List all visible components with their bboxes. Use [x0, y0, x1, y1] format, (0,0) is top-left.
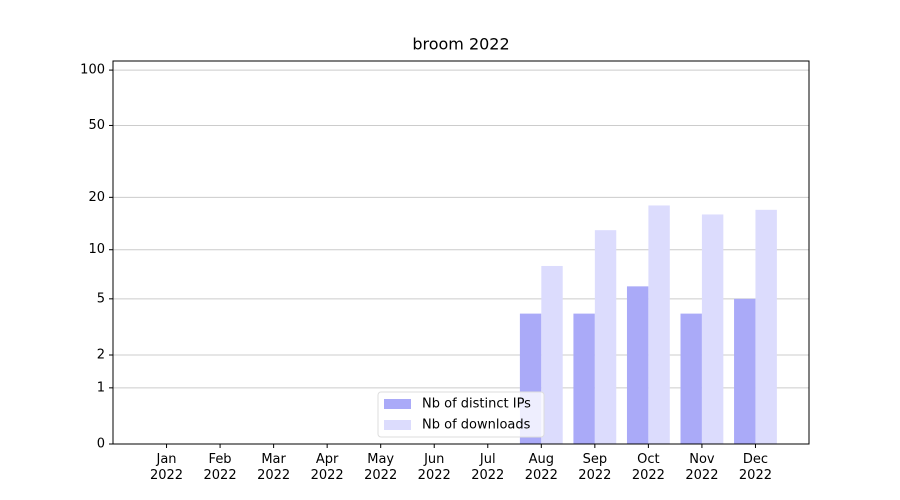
legend-swatch [384, 399, 411, 409]
x-tick-label: Feb 2022 [203, 452, 237, 483]
legend-label: Nb of distinct IPs [422, 397, 531, 412]
y-tick-label: 1 [97, 380, 105, 395]
chart-title: broom 2022 [412, 35, 509, 54]
x-tick-label: Jun 2022 [417, 452, 451, 483]
x-tick-label: May 2022 [364, 452, 398, 483]
bar [680, 313, 702, 444]
y-tick-label: 100 [80, 63, 105, 78]
legend-label: Nb of downloads [422, 418, 531, 433]
bar [701, 214, 724, 444]
x-tick-label: Jan 2022 [149, 452, 184, 483]
y-tick-label: 10 [88, 242, 105, 257]
x-tick-label: Sep 2022 [578, 452, 612, 483]
legend-box [377, 391, 545, 438]
bar [573, 313, 595, 444]
legend: Nb of distinct IPs Nb of downloads [377, 391, 545, 438]
x-tick-label: Apr 2022 [310, 452, 344, 483]
x-tick-label: Dec 2022 [738, 452, 772, 483]
bar [734, 298, 756, 444]
x-tick-label: Mar 2022 [257, 452, 291, 483]
y-tick-label: 20 [88, 190, 105, 205]
bar [594, 230, 617, 444]
y-tick-label: 50 [88, 118, 105, 133]
legend-swatch [384, 420, 411, 430]
plot-frame [112, 60, 810, 445]
x-tick-label: Oct 2022 [631, 452, 665, 483]
x-tick-label: Aug 2022 [524, 452, 558, 483]
x-tick-label: Jul 2022 [471, 452, 505, 483]
y-tick-label: 5 [97, 291, 105, 306]
bar [755, 209, 777, 444]
x-tick-label: Nov 2022 [685, 452, 719, 483]
bar [648, 205, 670, 444]
bar [541, 265, 563, 444]
y-tick-label: 2 [97, 347, 105, 362]
y-tick-label: 0 [97, 437, 105, 452]
bar [626, 286, 649, 444]
